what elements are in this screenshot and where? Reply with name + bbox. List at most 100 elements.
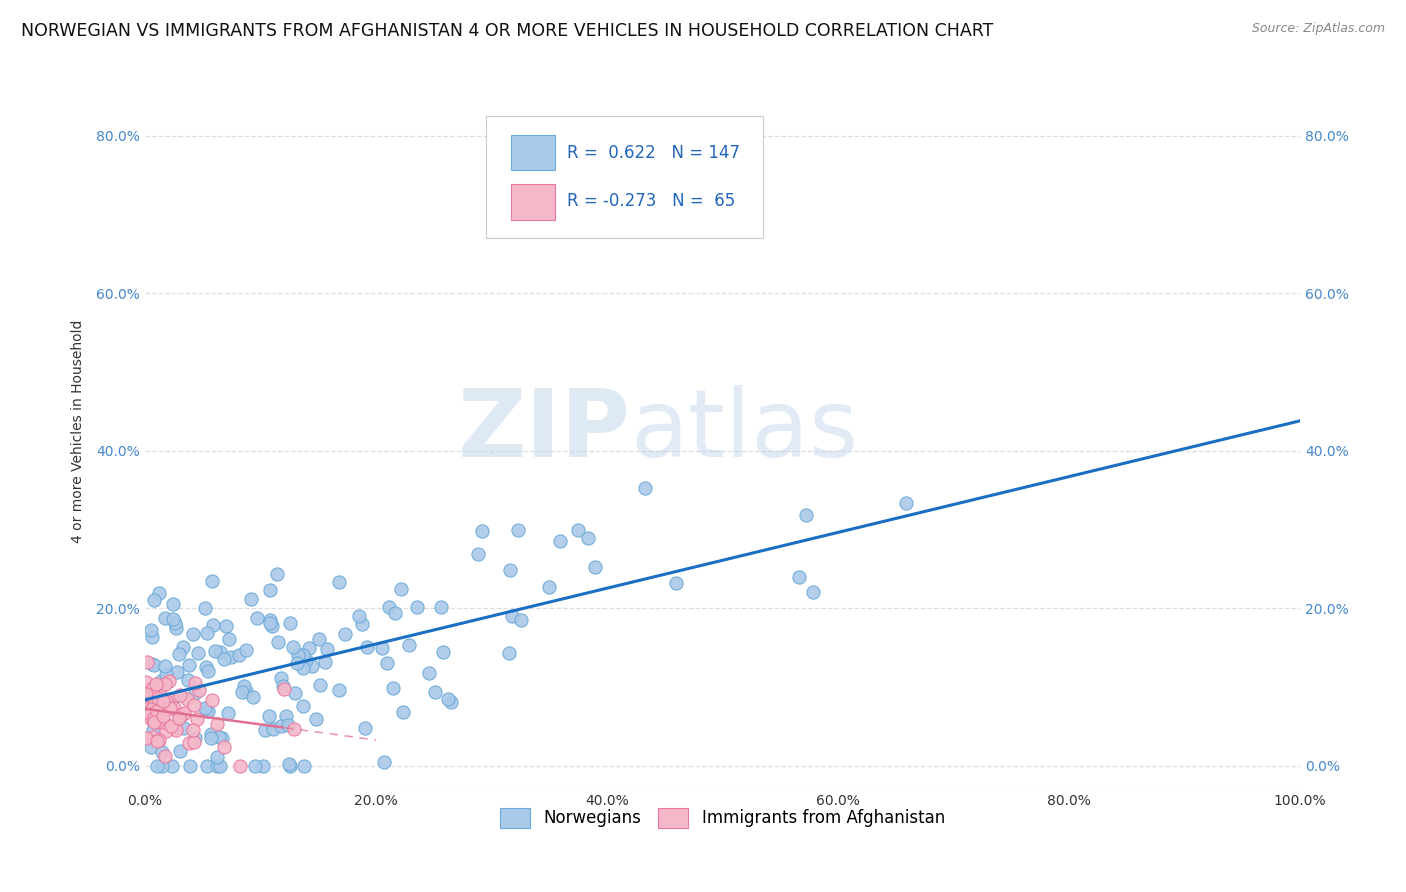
Point: [183, 686, 205, 700]
Bar: [512, 135, 555, 170]
Point: [162, 597, 184, 611]
Point: [183, 676, 205, 690]
Point: [142, 707, 165, 722]
Point: [136, 705, 159, 719]
Legend: Norwegians, Immigrants from Afghanistan: Norwegians, Immigrants from Afghanistan: [494, 801, 952, 835]
Point: [148, 711, 170, 725]
Point: [142, 681, 165, 695]
Point: [194, 601, 217, 615]
Point: [292, 758, 315, 772]
Point: [391, 705, 413, 719]
Point: [508, 524, 530, 538]
Point: [165, 616, 187, 631]
Point: [211, 731, 233, 745]
Point: [304, 712, 326, 726]
Point: [139, 740, 162, 755]
Point: [139, 683, 162, 698]
Point: [239, 591, 262, 606]
Text: Source: ZipAtlas.com: Source: ZipAtlas.com: [1251, 22, 1385, 36]
Point: [217, 706, 239, 720]
Point: [373, 756, 395, 770]
Point: [278, 758, 301, 772]
Point: [285, 656, 308, 670]
Point: [430, 599, 453, 614]
Point: [141, 712, 163, 726]
Point: [242, 690, 264, 705]
Point: [167, 708, 190, 723]
Point: [301, 658, 323, 673]
Point: [262, 619, 284, 633]
Point: [145, 676, 167, 690]
Point: [153, 610, 176, 624]
Point: [181, 723, 204, 738]
Point: [142, 592, 165, 607]
Point: [141, 630, 163, 644]
Point: [152, 694, 174, 708]
Point: [152, 714, 174, 729]
Point: [148, 693, 170, 707]
Point: [148, 711, 170, 725]
Point: [194, 700, 217, 714]
Point: [253, 723, 276, 738]
Point: [665, 575, 688, 590]
Point: [173, 721, 195, 735]
Point: [276, 709, 298, 723]
Point: [172, 640, 194, 655]
Point: [252, 758, 274, 772]
Point: [328, 575, 350, 590]
Text: R = -0.273   N =  65: R = -0.273 N = 65: [567, 192, 735, 210]
Point: [135, 731, 157, 746]
Point: [205, 750, 228, 764]
Point: [229, 758, 252, 772]
Point: [537, 580, 560, 594]
Point: [146, 704, 169, 718]
Point: [146, 734, 169, 748]
Point: [440, 695, 463, 709]
Point: [634, 481, 657, 495]
Point: [138, 701, 160, 715]
Point: [146, 714, 169, 729]
Point: [499, 563, 522, 577]
Text: atlas: atlas: [630, 385, 859, 477]
Point: [794, 508, 817, 522]
Point: [212, 652, 235, 666]
Point: [204, 644, 226, 658]
Point: [201, 574, 224, 588]
Y-axis label: 4 or more Vehicles in Household: 4 or more Vehicles in Household: [72, 319, 86, 543]
Point: [787, 570, 810, 584]
Point: [141, 657, 163, 672]
Point: [153, 677, 176, 691]
Point: [142, 731, 165, 745]
Point: [259, 583, 281, 598]
Point: [135, 675, 157, 690]
Point: [209, 645, 232, 659]
Point: [205, 758, 228, 772]
Point: [139, 706, 162, 721]
Point: [278, 615, 301, 630]
Text: ZIP: ZIP: [457, 385, 630, 477]
Point: [186, 712, 208, 726]
Point: [218, 632, 240, 646]
Point: [418, 666, 440, 681]
Point: [548, 533, 571, 548]
Point: [177, 673, 200, 687]
Point: [195, 625, 218, 640]
Point: [155, 724, 177, 739]
Point: [284, 686, 307, 700]
Point: [200, 731, 222, 746]
Point: [287, 648, 309, 663]
Point: [194, 660, 217, 674]
Point: [270, 719, 292, 733]
Point: [425, 685, 447, 699]
Point: [271, 679, 294, 693]
Point: [228, 648, 250, 663]
Point: [142, 723, 165, 738]
Point: [179, 758, 201, 772]
Point: [187, 646, 209, 660]
Bar: [512, 185, 555, 219]
Point: [155, 693, 177, 707]
Point: [135, 687, 157, 701]
Point: [176, 691, 198, 706]
Text: R =  0.622   N = 147: R = 0.622 N = 147: [567, 144, 740, 161]
Point: [259, 709, 281, 723]
